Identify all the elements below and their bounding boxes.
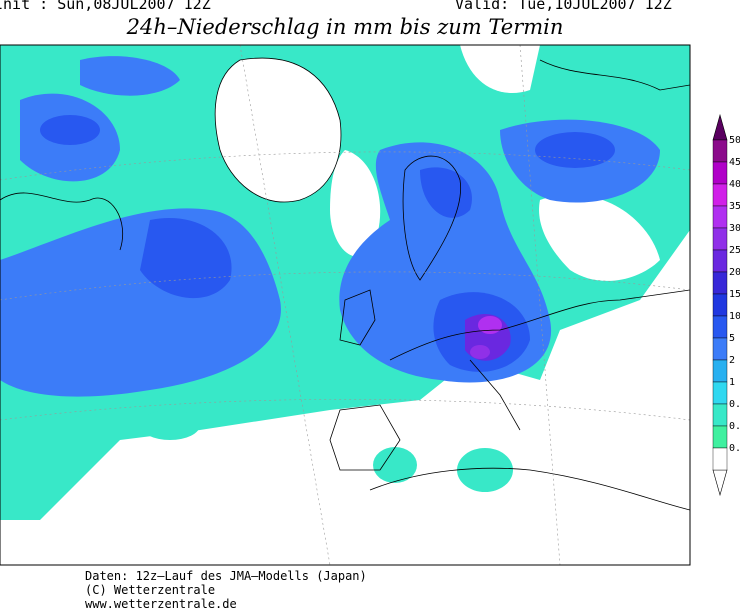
footer-line: Daten: 12z–Lauf des JMA–Modells (Japan) [85,569,367,583]
legend-swatch [712,183,728,207]
legend-label: 0.1 [729,443,740,454]
legend-label: 0.2 [729,421,740,432]
legend-swatch [712,205,728,229]
legend-label: 20 [729,267,740,278]
legend-swatch [712,161,728,185]
legend-label: 25 [729,245,740,256]
legend-label: 5 [729,333,735,344]
legend-swatch [712,381,728,405]
legend-swatch [712,139,728,163]
legend-swatch [712,425,728,449]
legend-label: 50 [729,135,740,146]
footer-line: www.wetterzentrale.de [85,597,237,610]
legend-label: 0.5 [729,399,740,410]
legend-swatch [712,403,728,427]
footer-line: (C) Wetterzentrale [85,583,215,597]
legend-swatch [712,359,728,383]
legend-swatch [712,249,728,273]
legend-swatch [712,293,728,317]
legend-label: 15 [729,289,740,300]
legend-label: 2 [729,355,735,366]
legend-label: 45 [729,157,740,168]
legend: 50 45 40 35 30 25 20 15 10 5 2 1 0.5 0.2 0.1 [712,113,740,497]
init-time: Init : Sun,08JUL2007 12Z [0,0,211,13]
legend-label: 1 [729,377,735,388]
legend-label: 30 [729,223,740,234]
map-title: 24h–Niederschlag in mm bis zum Termin [126,15,564,39]
legend-swatch [712,271,728,295]
legend-label: 40 [729,179,740,190]
legend-swatch [712,227,728,251]
legend-label: 35 [729,201,740,212]
legend-label: 10 [729,311,740,322]
legend-swatch [712,447,728,471]
legend-swatch [712,337,728,361]
map [0,44,691,566]
valid-time: Valid: Tue,10JUL2007 12Z [455,0,672,13]
legend-swatch [712,315,728,339]
